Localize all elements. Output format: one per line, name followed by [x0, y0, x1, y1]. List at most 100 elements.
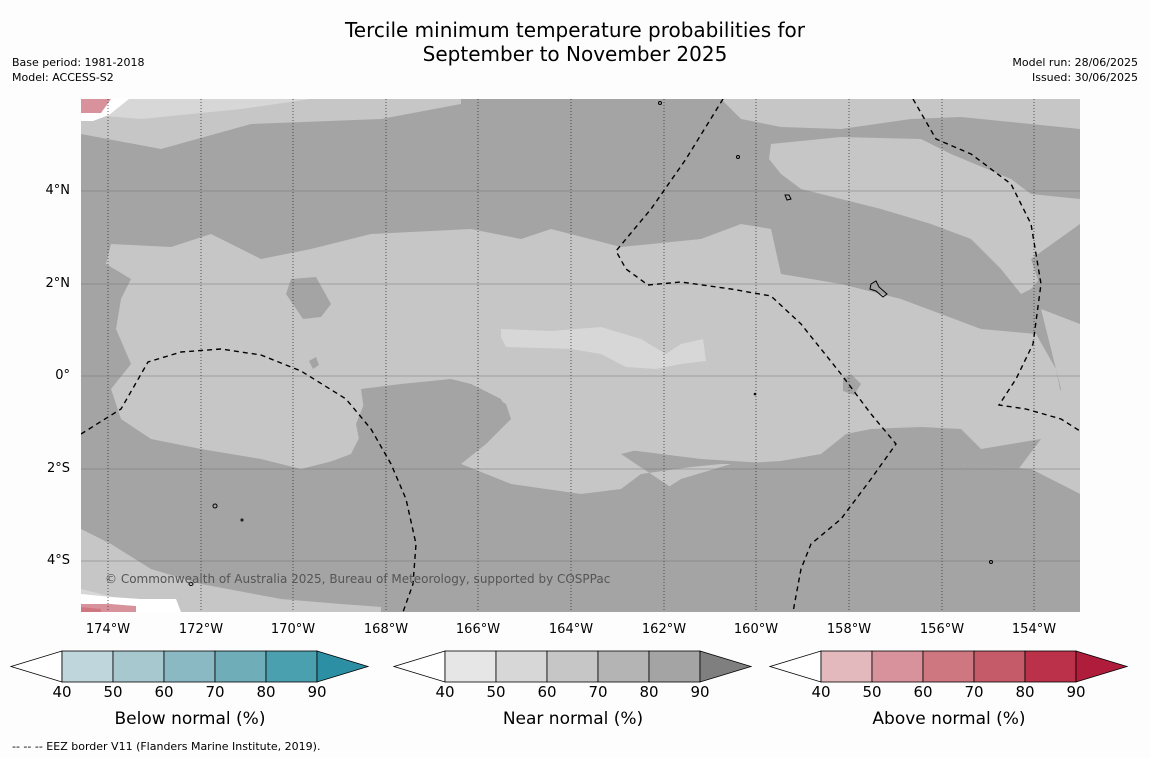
lat-label-4s: 4°S	[46, 553, 70, 568]
eez-border-central-north	[615, 99, 897, 612]
below-segment-40	[61, 650, 114, 683]
white-patch-bottom-left	[81, 594, 181, 612]
islands	[188, 101, 993, 586]
near-segment-70	[597, 650, 650, 683]
above-segment-50	[871, 650, 924, 683]
lon-label-166w: 166°W	[455, 622, 501, 637]
chart-title: Tercile minimum temperature probabilitie…	[0, 18, 1150, 66]
near-normal-80-bottom	[81, 381, 1080, 612]
lon-label-168w: 168°W	[363, 622, 409, 637]
near-segment-50	[495, 650, 548, 683]
below-tick-70: 70	[205, 683, 225, 701]
meta-left: Base period: 1981-2018 Model: ACCESS-S2	[12, 55, 144, 85]
colorbar-below-title: Below normal (%)	[114, 709, 266, 729]
lon-label-172w: 172°W	[178, 622, 224, 637]
near-segment-40	[444, 650, 497, 683]
above-segment-40	[820, 650, 873, 683]
colorbar-below	[9, 650, 370, 683]
above-upper-extend	[1075, 650, 1129, 683]
model-run: Model run: 28/06/2025	[1012, 56, 1138, 69]
near-normal-60-topright	[721, 99, 1080, 129]
lon-label-164w: 164°W	[548, 622, 594, 637]
island-g	[240, 518, 244, 522]
near-normal-60-bottom-left	[81, 529, 381, 612]
island-d	[869, 280, 888, 298]
lat-label-4n: 4°N	[45, 183, 71, 198]
near-normal-60-ne-blob	[769, 137, 1080, 294]
above-tick-80: 80	[1015, 683, 1035, 701]
near-normal-80-pocket-c	[843, 374, 861, 395]
island-b	[736, 155, 740, 159]
above-segment-60	[922, 650, 975, 683]
below-tick-80: 80	[256, 683, 276, 701]
base-period: Base period: 1981-2018	[12, 56, 145, 69]
near-upper-extend	[699, 650, 753, 683]
colorbar-above	[768, 650, 1129, 683]
island-i	[753, 392, 757, 396]
below-tick-90: 90	[307, 683, 327, 701]
near-normal-50-centre	[501, 327, 706, 369]
lon-label-158w: 158°W	[826, 622, 872, 637]
meta-right: Model run: 28/06/2025 Issued: 30/06/2025	[1012, 55, 1138, 85]
below-tick-50: 50	[103, 683, 123, 701]
eez-border-west	[81, 348, 417, 612]
lat-label-2s: 2°S	[46, 461, 70, 476]
near-segment-80	[648, 650, 701, 683]
colorbar-near	[392, 650, 753, 683]
near-tick-50: 50	[486, 683, 506, 701]
above-tick-70: 70	[964, 683, 984, 701]
below-tick-60: 60	[154, 683, 174, 701]
eez-borders	[81, 99, 1080, 612]
near-segment-60	[546, 650, 599, 683]
near-normal-80-pocket-d	[1031, 224, 1080, 289]
lon-label-170w: 170°W	[270, 622, 316, 637]
near-tick-40: 40	[435, 683, 455, 701]
lon-label-174w: 174°W	[85, 622, 131, 637]
above-lower-extend	[768, 650, 822, 683]
above-tick-90: 90	[1066, 683, 1086, 701]
below-segment-80	[265, 650, 318, 683]
lon-label-162w: 162°W	[641, 622, 687, 637]
colorbars-graphics	[9, 650, 1129, 683]
colorbar-above-title: Above normal (%)	[872, 709, 1026, 729]
below-segment-50	[112, 650, 165, 683]
near-normal-60-main	[106, 224, 1066, 499]
island-h	[989, 560, 993, 564]
below-lower-extend	[9, 650, 63, 683]
title-line-2: September to November 2025	[422, 42, 728, 66]
above-tick-40: 40	[811, 683, 831, 701]
gridlines	[81, 99, 1080, 612]
issued-date: Issued: 30/06/2025	[1031, 71, 1138, 84]
near-tick-90: 90	[690, 683, 710, 701]
island-f	[212, 503, 218, 509]
above-tick-50: 50	[862, 683, 882, 701]
above-segment-80	[1024, 650, 1077, 683]
eez-border-east	[912, 99, 1080, 432]
below-upper-extend	[316, 650, 370, 683]
title-line-1: Tercile minimum temperature probabilitie…	[344, 18, 806, 42]
near-normal-80-pocket-a	[286, 277, 331, 319]
island-a	[658, 101, 662, 105]
white-patch-top-left	[81, 99, 129, 121]
near-normal-80-pocket-b	[309, 357, 319, 369]
near-tick-60: 60	[537, 683, 557, 701]
near-tick-70: 70	[588, 683, 608, 701]
above-normal-70-bottom-left	[81, 607, 101, 612]
near-tick-80: 80	[639, 683, 659, 701]
island-e	[188, 582, 194, 586]
lon-label-154w: 154°W	[1011, 622, 1057, 637]
eez-legend-note: -- -- -- EEZ border V11 (Flanders Marine…	[12, 740, 321, 753]
copyright-notice: © Commonwealth of Australia 2025, Bureau…	[105, 572, 611, 586]
island-c	[784, 194, 792, 201]
model-name: Model: ACCESS-S2	[12, 71, 114, 84]
below-segment-60	[163, 650, 216, 683]
lon-label-160w: 160°W	[733, 622, 779, 637]
lat-label-2n: 2°N	[45, 276, 71, 291]
colorbar-near-title: Near normal (%)	[502, 709, 644, 729]
below-segment-70	[214, 650, 267, 683]
above-segment-70	[973, 650, 1026, 683]
below-tick-40: 40	[52, 683, 72, 701]
lat-label-0: 0°	[55, 368, 70, 383]
lon-label-156w: 156°W	[919, 622, 965, 637]
near-lower-extend	[392, 650, 446, 683]
